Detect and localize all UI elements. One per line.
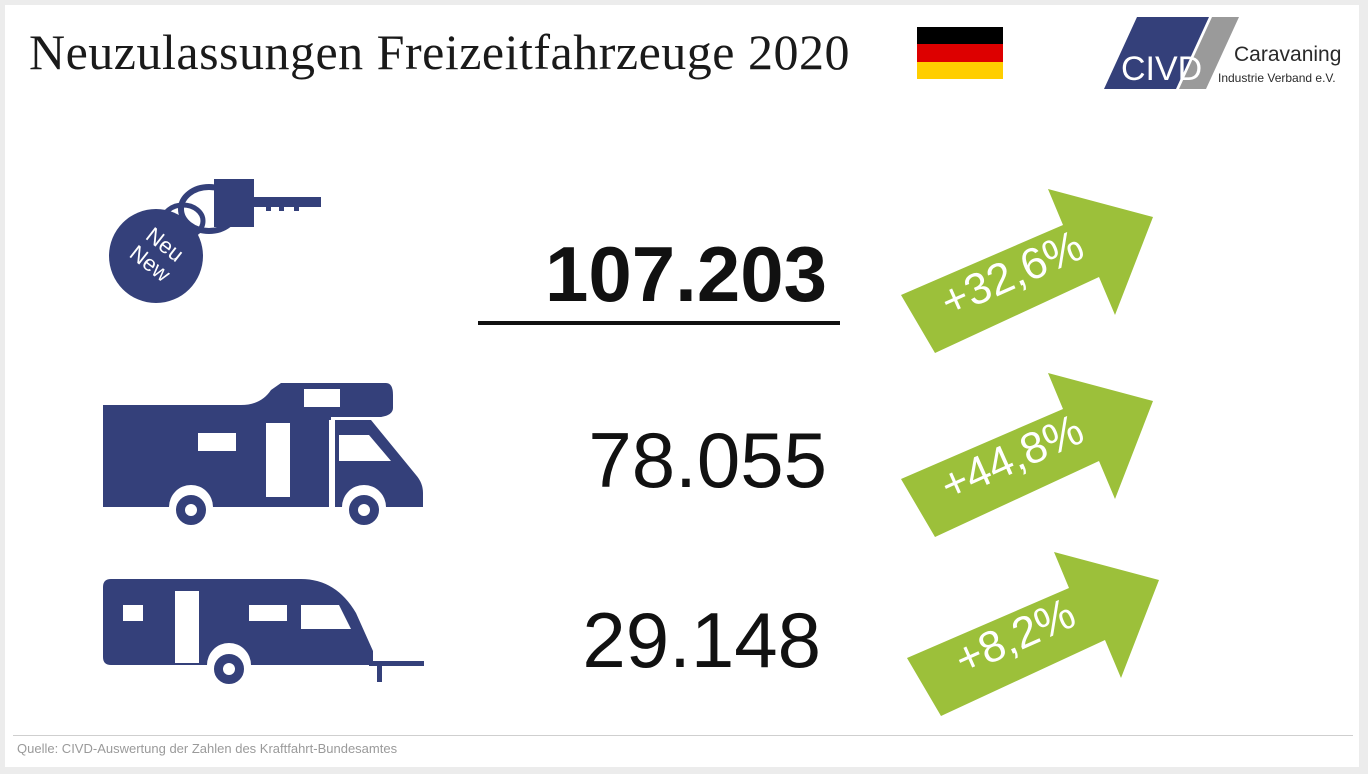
total-value: 107.203	[545, 230, 827, 318]
logo-mark: CIVD	[1121, 50, 1202, 88]
flag-stripe-red	[917, 44, 1003, 62]
german-flag-icon	[917, 27, 1003, 79]
caravan-icon	[103, 579, 424, 688]
source-note: Quelle: CIVD-Auswertung der Zahlen des K…	[17, 741, 398, 756]
growth-arrow-total: +32,6%	[901, 189, 1153, 353]
footer-divider	[13, 735, 1353, 736]
key-tag-icon: Neu New	[109, 179, 321, 303]
growth-arrow-caravan: +8,2%	[907, 552, 1159, 716]
total-underline	[478, 321, 840, 325]
civd-logo: CIVD	[1104, 17, 1239, 89]
logo-name: Caravaning	[1234, 43, 1342, 66]
caravan-value: 29.148	[582, 596, 821, 684]
flag-stripe-black	[917, 27, 1003, 45]
slide: Neuzulassungen Freizeitfahrzeuge 2020 CI…	[5, 5, 1359, 767]
growth-arrow-motorhome: +44,8%	[901, 373, 1153, 537]
page-title: Neuzulassungen Freizeitfahrzeuge 2020	[29, 24, 850, 80]
flag-stripe-gold	[917, 61, 1003, 79]
logo-subtitle: Industrie Verband e.V.	[1218, 71, 1336, 85]
motorhome-icon	[103, 383, 423, 529]
motorhome-value: 78.055	[588, 416, 827, 504]
